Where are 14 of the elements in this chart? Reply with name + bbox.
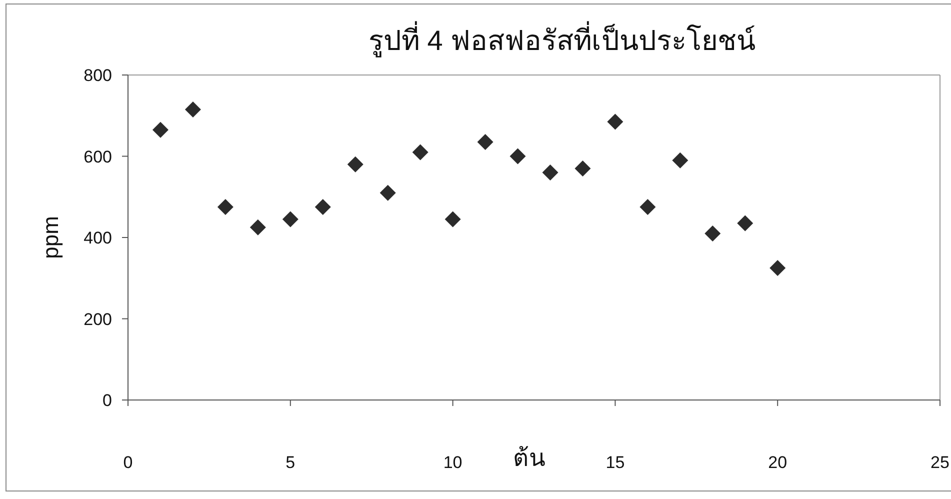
y-tick-label: 800 — [84, 66, 112, 85]
y-tick-label: 400 — [84, 228, 112, 248]
x-tick-label: 10 — [443, 453, 462, 472]
x-tick-label: 5 — [286, 453, 296, 472]
x-tick-label: 0 — [123, 453, 133, 472]
chart-title: รูปที่ 4 ฟอสฟอรัสที่เป็นประโยชน์ — [368, 21, 756, 58]
x-tick-label: 20 — [768, 453, 788, 472]
x-axis-title: ต้น — [513, 445, 545, 472]
x-tick-label: 25 — [930, 453, 950, 472]
x-tick-label: 15 — [606, 453, 625, 472]
y-tick-label: 600 — [84, 147, 112, 166]
y-tick-label: 0 — [102, 391, 112, 410]
y-axis-title: ppm — [38, 216, 63, 259]
y-tick-label: 200 — [84, 310, 112, 329]
